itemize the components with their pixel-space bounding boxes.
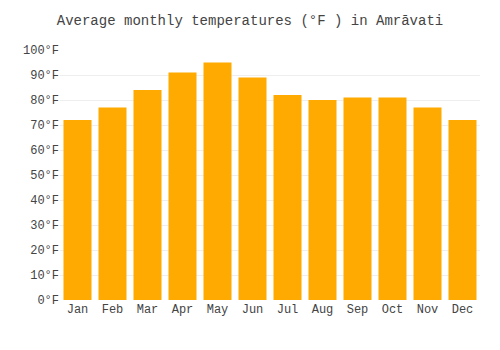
svg-text:70°F: 70°F [30, 119, 59, 133]
svg-text:Jun: Jun [242, 303, 264, 317]
svg-text:100°F: 100°F [23, 44, 59, 58]
svg-text:30°F: 30°F [30, 219, 59, 233]
svg-text:10°F: 10°F [30, 269, 59, 283]
svg-text:80°F: 80°F [30, 94, 59, 108]
svg-text:0°F: 0°F [37, 294, 59, 308]
svg-text:50°F: 50°F [30, 169, 59, 183]
svg-text:60°F: 60°F [30, 144, 59, 158]
svg-text:Jul: Jul [277, 303, 299, 317]
svg-text:40°F: 40°F [30, 194, 59, 208]
svg-text:Jan: Jan [67, 303, 89, 317]
svg-text:Apr: Apr [172, 303, 194, 317]
svg-text:Dec: Dec [452, 303, 474, 317]
svg-text:Mar: Mar [137, 303, 159, 317]
svg-text:Oct: Oct [382, 303, 404, 317]
svg-text:May: May [207, 303, 229, 317]
svg-text:Aug: Aug [312, 303, 334, 317]
svg-text:Sep: Sep [347, 303, 369, 317]
svg-text:Average monthly temperatures (: Average monthly temperatures (°F ) in Am… [57, 13, 443, 29]
svg-text:90°F: 90°F [30, 69, 59, 83]
svg-text:20°F: 20°F [30, 244, 59, 258]
svg-text:Nov: Nov [417, 303, 439, 317]
svg-text:Feb: Feb [102, 303, 124, 317]
